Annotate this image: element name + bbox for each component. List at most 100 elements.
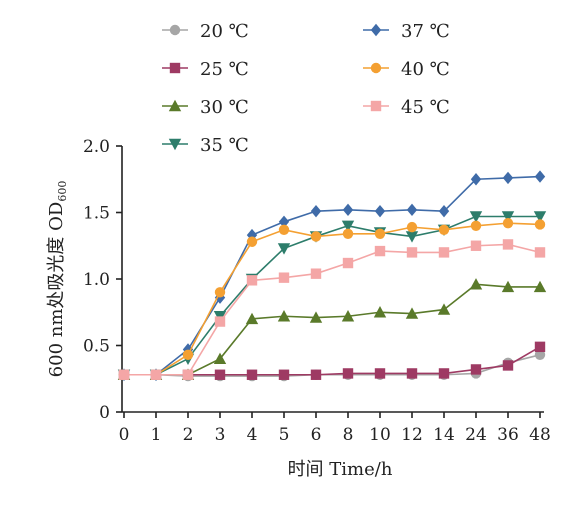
data-point (470, 364, 482, 375)
data-point (405, 231, 419, 243)
legend: 20 ℃ 25 ℃ 30 ℃ 35 ℃ 37 ℃ 40 ℃ 45 ℃ (162, 21, 450, 156)
data-point (246, 236, 258, 247)
x-tick-label: 10 (369, 425, 391, 445)
data-point (118, 369, 130, 380)
legend-item: 30 ℃ (162, 97, 249, 118)
data-point (310, 268, 322, 279)
data-point (470, 220, 482, 231)
data-point (469, 278, 483, 290)
data-point (501, 280, 515, 293)
data-point (214, 316, 226, 327)
y-axis-title-subscript: 600 (56, 181, 69, 202)
x-tick-label: 36 (497, 425, 519, 445)
data-point (342, 228, 354, 239)
series-6 (118, 239, 546, 380)
x-tick-label: 24 (465, 425, 487, 445)
series-2 (117, 278, 547, 380)
legend-item: 40 ℃ (363, 59, 450, 80)
data-point (501, 211, 515, 223)
legend-marker (370, 23, 382, 37)
series-3 (117, 211, 547, 381)
data-point (469, 211, 483, 223)
series-line (124, 346, 541, 376)
data-point (470, 240, 482, 251)
data-point (406, 203, 418, 217)
legend-label: 20 ℃ (200, 21, 249, 42)
legend-label: 40 ℃ (401, 59, 450, 80)
series-line (124, 175, 541, 376)
data-point (182, 349, 194, 361)
data-point (533, 211, 547, 223)
data-point (246, 369, 258, 380)
x-ticks: 0 1 2 3 4 5 6 8 10 12 14 24 36 48 (119, 412, 551, 445)
x-tick-label: 12 (401, 425, 423, 445)
data-point (374, 368, 386, 379)
x-tick-label: 0 (119, 425, 130, 445)
data-point (502, 171, 514, 185)
data-point (246, 275, 258, 286)
x-tick-label: 48 (529, 425, 551, 445)
x-tick-label: 8 (343, 425, 354, 445)
legend-label: 45 ℃ (401, 97, 450, 118)
data-point (310, 369, 322, 380)
legend-marker (370, 62, 382, 74)
data-point (438, 224, 450, 235)
data-point (502, 360, 514, 371)
data-point (374, 204, 386, 218)
data-point (278, 369, 290, 380)
data-point (533, 280, 547, 293)
data-point (278, 272, 290, 283)
data-point (502, 217, 514, 229)
x-tick-label: 3 (215, 425, 226, 445)
data-point (342, 203, 354, 217)
legend-marker (168, 138, 182, 151)
data-point (502, 239, 514, 250)
x-tick-label: 1 (151, 425, 162, 445)
legend-label: 30 ℃ (200, 97, 249, 118)
legend-label: 25 ℃ (200, 59, 249, 80)
data-point (341, 220, 355, 232)
y-tick-label: 1.5 (83, 204, 110, 224)
data-point (437, 303, 451, 315)
y-axis-title: 600 nm处吸光度 OD600 (46, 181, 69, 378)
data-point (373, 306, 387, 318)
y-tick-label: 2.0 (83, 137, 110, 157)
data-point (182, 369, 194, 380)
data-point (277, 310, 291, 322)
data-point (277, 243, 291, 255)
data-point (534, 219, 546, 230)
data-point (470, 173, 482, 186)
x-tick-label: 14 (433, 425, 455, 445)
series-line (124, 215, 540, 376)
x-tick-label: 5 (279, 425, 290, 445)
data-point (342, 368, 354, 379)
data-point (341, 310, 355, 322)
data-point (534, 341, 546, 353)
data-point (310, 204, 322, 218)
legend-label: 37 ℃ (401, 21, 450, 42)
series-5 (118, 217, 546, 380)
data-point (405, 307, 419, 319)
data-point (150, 369, 162, 380)
data-point (438, 368, 450, 379)
data-point (214, 369, 226, 380)
y-tick-label: 0 (99, 403, 110, 423)
legend-marker (169, 24, 181, 36)
data-point (278, 224, 290, 235)
data-point (438, 247, 450, 258)
data-point (406, 368, 418, 379)
data-point (374, 245, 386, 257)
axes: 00.51.01.52.0 0 1 2 3 4 5 6 8 10 12 14 24 36 48 (83, 137, 551, 445)
data-point (534, 349, 546, 361)
legend-item: 37 ℃ (363, 21, 450, 42)
data-point (406, 221, 418, 233)
legend-marker (169, 62, 181, 74)
legend-item: 45 ℃ (363, 97, 450, 118)
data-point (213, 352, 227, 364)
legend-marker (168, 99, 182, 112)
x-tick-label: 4 (247, 425, 258, 445)
legend-item: 20 ℃ (162, 21, 249, 42)
data-point (534, 170, 546, 183)
x-axis-title: 时间 Time/h (288, 459, 393, 480)
